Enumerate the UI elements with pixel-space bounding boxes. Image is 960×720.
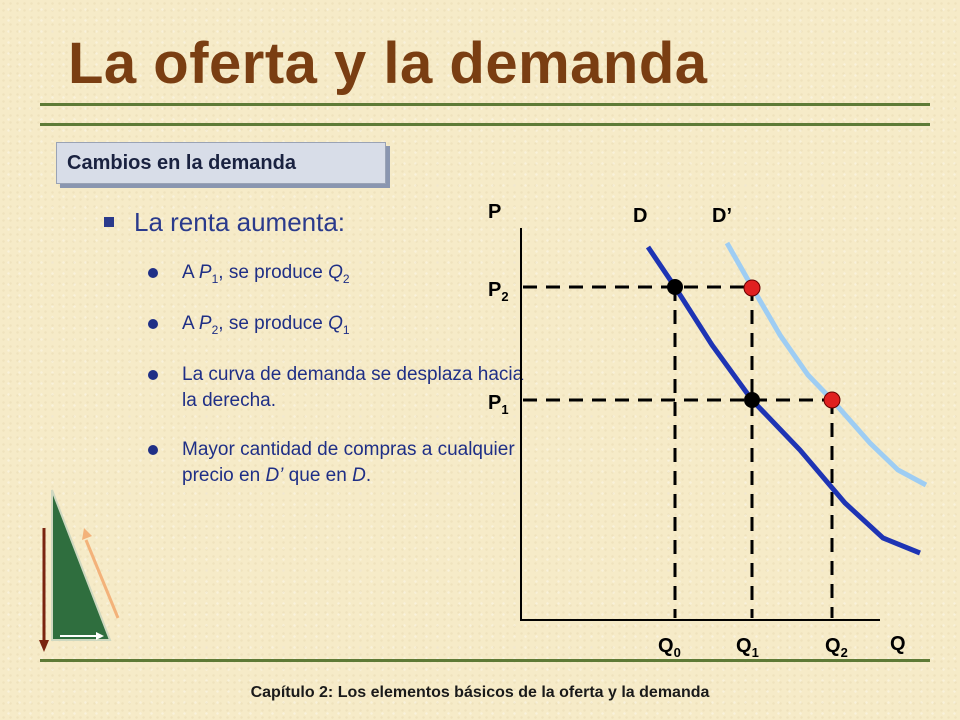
curve-label-d-prime: D’ bbox=[712, 205, 732, 227]
slide-title: La oferta y la demanda bbox=[68, 31, 708, 96]
qty-label-q2: Q2 bbox=[825, 635, 848, 660]
point-dprime-p2 bbox=[743, 279, 761, 297]
footer-text: Capítulo 2: Los elementos básicos de la … bbox=[250, 684, 710, 701]
curve-label-d: D bbox=[633, 205, 647, 227]
point-d-p1 bbox=[744, 392, 760, 408]
bullet-p2: A P2, se produce Q1 bbox=[148, 311, 524, 338]
x-axis-label: Q bbox=[890, 633, 906, 655]
bullet-list: La renta aumenta: A P1, se produce Q2 A … bbox=[104, 207, 524, 513]
price-label-p2: P2 bbox=[488, 279, 509, 304]
bullet-p1: A P1, se produce Q2 bbox=[148, 260, 524, 287]
bullet-main: La renta aumenta: bbox=[104, 207, 524, 238]
qty-label-q0: Q0 bbox=[658, 635, 681, 660]
y-axis-label: P bbox=[488, 201, 501, 223]
section-tag: Cambios en la demanda bbox=[56, 142, 386, 184]
footer-rule bbox=[40, 659, 930, 662]
section-tag-label: Cambios en la demanda bbox=[67, 151, 296, 174]
price-label-p1: P1 bbox=[488, 392, 509, 417]
qty-label-q1: Q1 bbox=[736, 635, 759, 660]
bullet-shift: La curva de demanda se desplaza hacia la… bbox=[148, 362, 524, 413]
demand-curve-d bbox=[645, 245, 921, 556]
point-dprime-p1 bbox=[823, 391, 841, 409]
point-d-p2 bbox=[667, 279, 683, 295]
bullet-quantity: Mayor cantidad de compras a cualquier pr… bbox=[148, 437, 524, 488]
slide-corner-triangle-icon bbox=[39, 489, 120, 652]
title-rule-lower bbox=[40, 123, 930, 126]
title-rule bbox=[40, 103, 930, 106]
demand-curve-d-prime bbox=[724, 241, 928, 488]
